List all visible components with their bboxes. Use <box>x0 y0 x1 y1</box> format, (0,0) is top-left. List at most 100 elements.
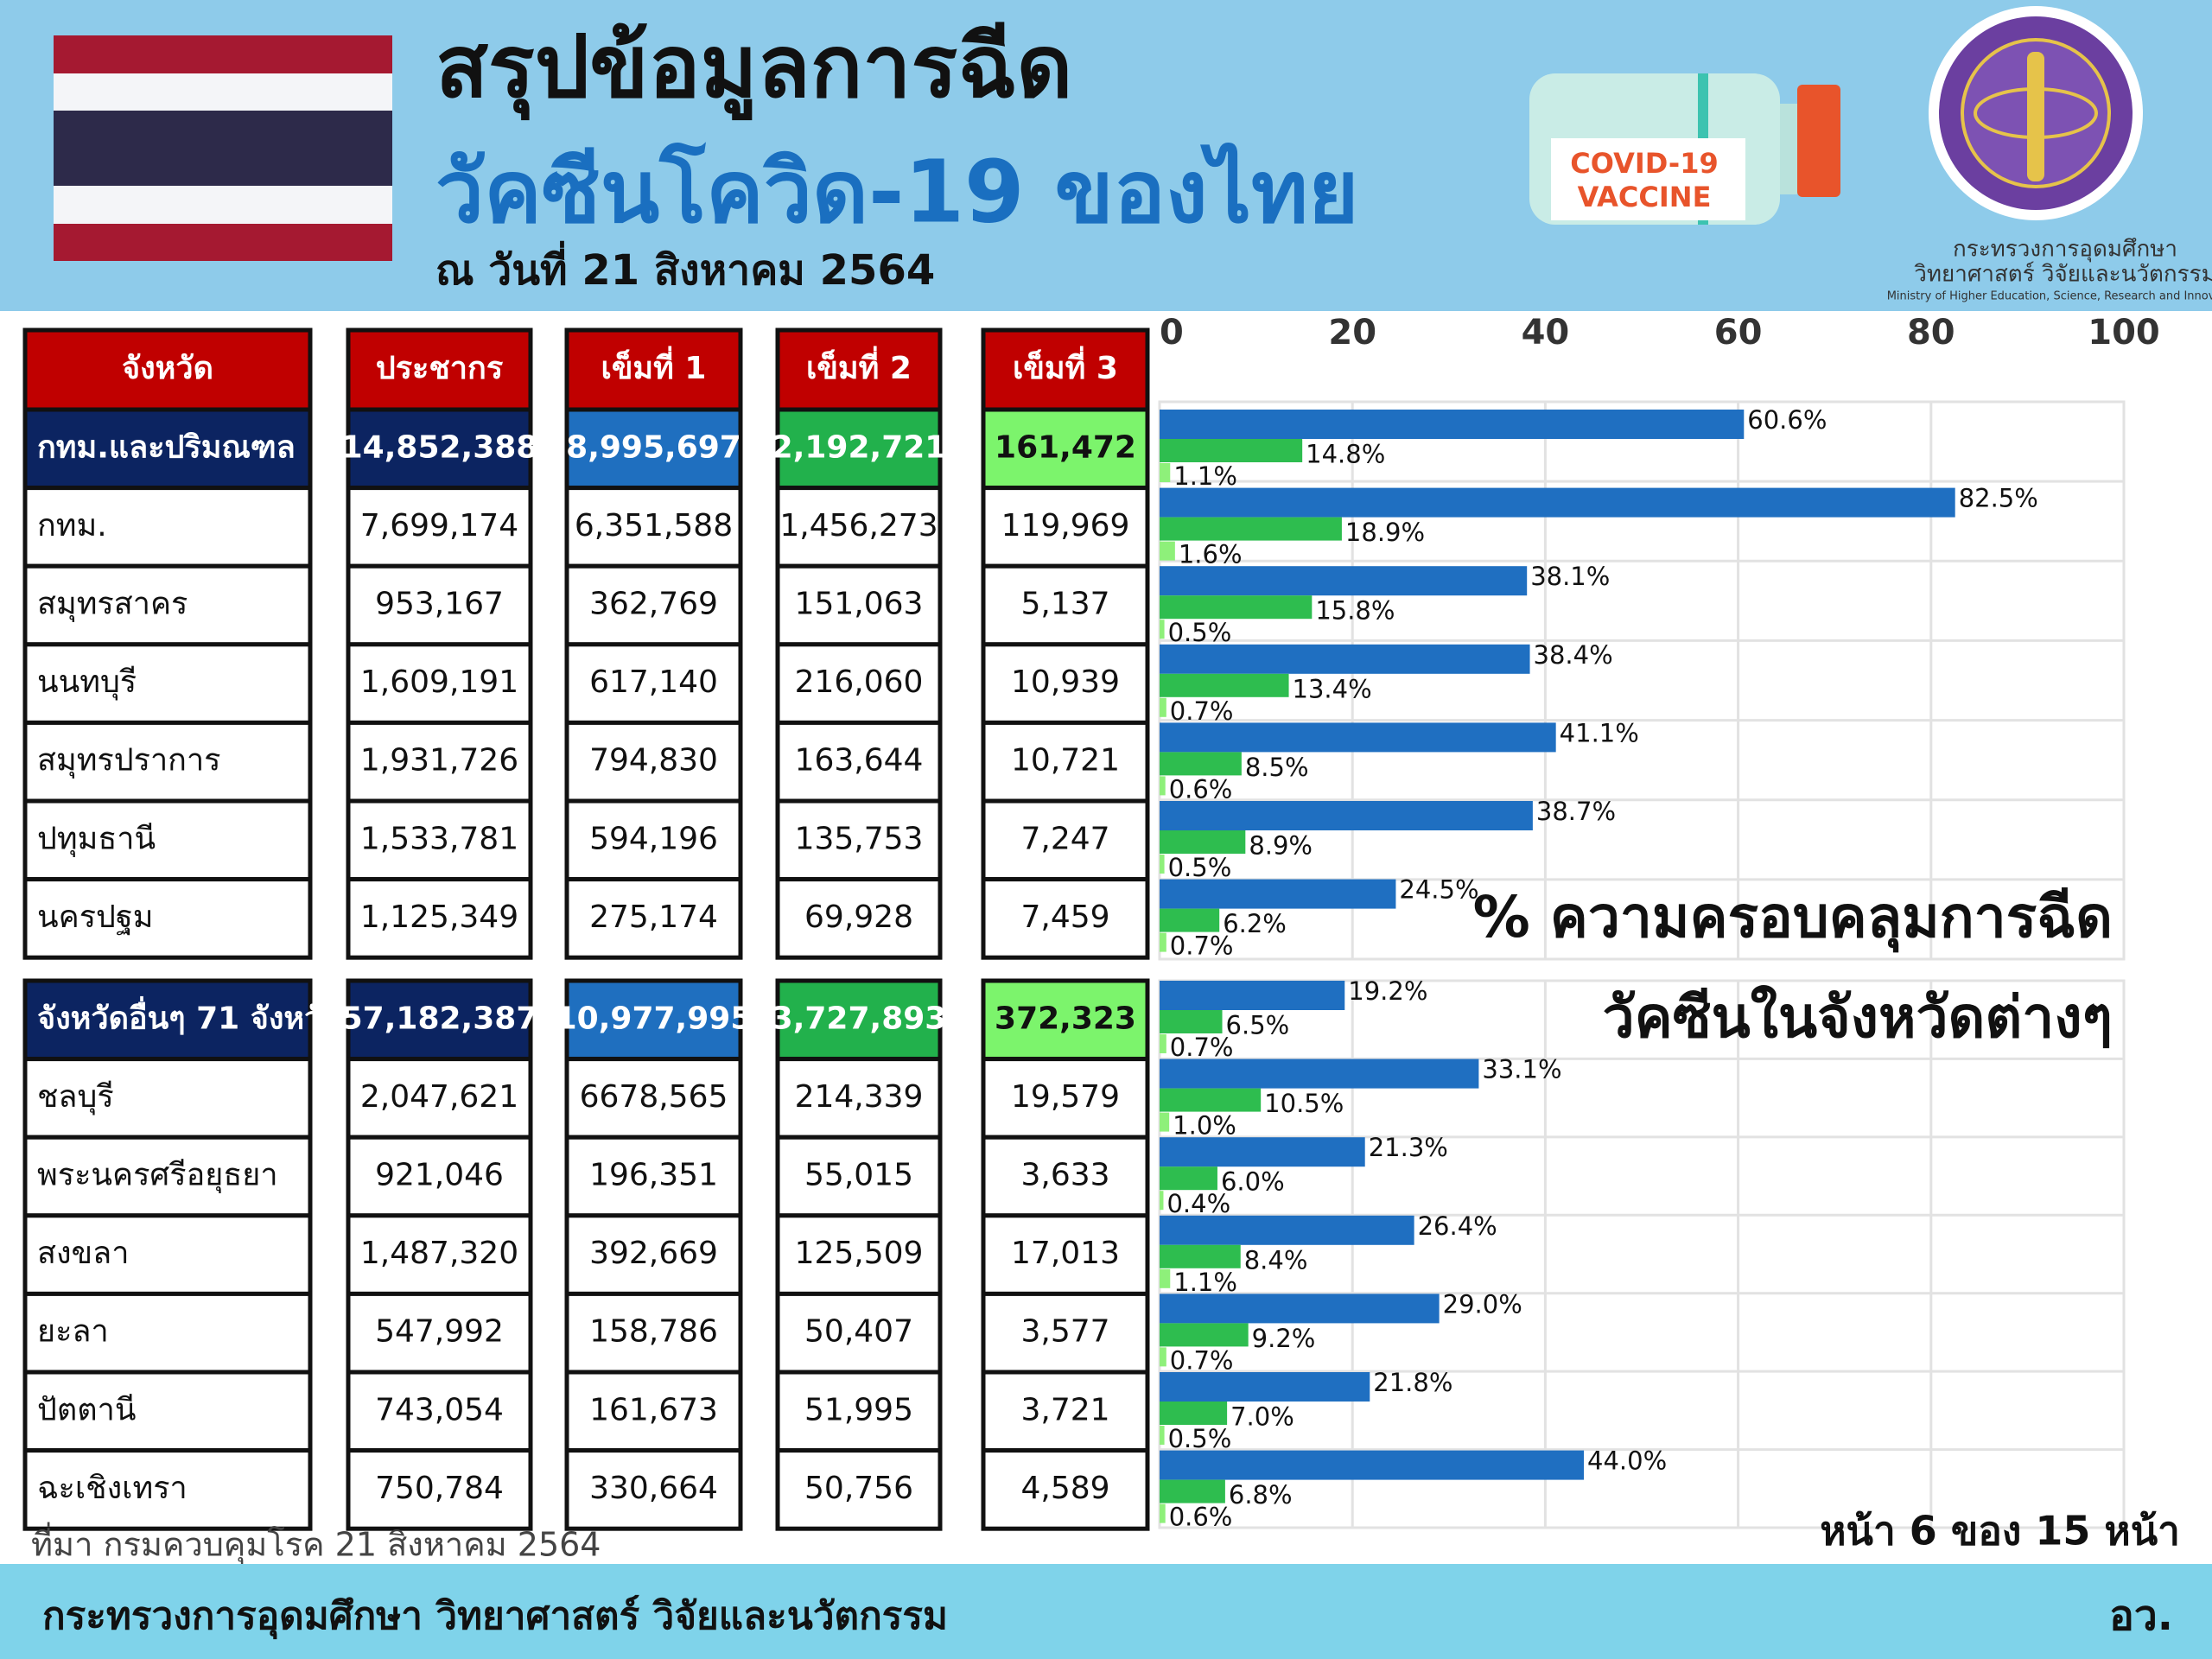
coverage-chart: 0 20 40 60 80 100 60.6% 82.5% 38.1% 38.4% 41.1% 38.… <box>1158 313 2160 1532</box>
bar <box>1160 439 1303 462</box>
cell-value: 6,351,588 <box>575 508 733 543</box>
cell-value: 4,589 <box>1020 1471 1109 1506</box>
cell-value: 3,721 <box>1020 1392 1109 1427</box>
x-tick-label: 60 <box>1714 313 1763 353</box>
bar <box>1160 1450 1585 1480</box>
footer-short: อว. <box>2109 1592 2173 1640</box>
bar <box>1160 801 1533 830</box>
cell-value: 1,487,320 <box>360 1236 518 1271</box>
province-name: สมุทรปราการ <box>37 743 221 779</box>
group-cell <box>981 407 1150 491</box>
bar <box>1160 517 1342 541</box>
cell <box>981 563 1150 647</box>
cell-value: 1,456,273 <box>779 508 938 543</box>
cell-value: 151,063 <box>795 587 924 622</box>
value-label: 38.7% <box>1536 797 1616 826</box>
value-label: 0.5% <box>1168 1424 1232 1453</box>
bar <box>1160 595 1313 620</box>
group-cell <box>22 978 313 1062</box>
value-label: 18.9% <box>1345 518 1425 547</box>
cell <box>346 1448 533 1531</box>
badge-text: COVID-19 <box>1570 147 1718 180</box>
cell <box>22 1213 313 1296</box>
cell-value: 275,174 <box>589 899 718 935</box>
bar <box>1160 722 1556 753</box>
province-name: จังหวัดอื่นๆ 71 จังหวัด <box>37 995 342 1036</box>
province-name: กทม.และปริมณฑล <box>37 429 296 465</box>
province-name: ปัตตานี <box>37 1392 136 1427</box>
cell-value: 196,351 <box>589 1158 718 1193</box>
cell <box>346 1213 533 1296</box>
province-name: สงขลา <box>37 1236 129 1271</box>
cell <box>22 1448 313 1531</box>
value-label: 7.0% <box>1230 1402 1294 1432</box>
source: ที่มา กรมควบคุมโรค 21 สิงหาคม 2564 <box>31 1522 601 1565</box>
cell-value: 3,577 <box>1020 1314 1109 1350</box>
bar <box>1160 673 1289 697</box>
title: สรุปข้อมูลการฉีด <box>435 16 1072 120</box>
logo-text: กระทรวงการอุดมศึกษา <box>1953 237 2177 263</box>
bar <box>1160 1191 1164 1211</box>
cell-value: 1,125,349 <box>360 899 518 935</box>
value-label: 1.1% <box>1173 1268 1237 1297</box>
value-label: 1.1% <box>1173 461 1237 491</box>
bar <box>1160 855 1165 874</box>
value-label: 0.4% <box>1166 1189 1230 1218</box>
cell <box>775 877 943 960</box>
group-cell <box>564 978 743 1062</box>
cell <box>346 798 533 882</box>
cell <box>775 1448 943 1531</box>
cell <box>564 877 743 960</box>
page-number: หน้า 6 ของ 15 หน้า <box>1820 1508 2180 1554</box>
cell <box>981 486 1150 569</box>
cell <box>346 486 533 569</box>
x-tick-label: 100 <box>2088 313 2160 353</box>
bar <box>1160 487 1955 518</box>
cell <box>564 1370 743 1453</box>
date: ณ วันที่ 21 สิงหาคม 2564 <box>435 240 935 295</box>
cell-value: 163,644 <box>795 743 924 779</box>
cell-value: 135,753 <box>795 821 924 856</box>
value-label: 82.5% <box>1959 484 2038 513</box>
province-name: พระนครศรีอยุธยา <box>37 1158 278 1194</box>
cell-value: 50,407 <box>804 1314 913 1350</box>
value-label: 0.7% <box>1170 1345 1234 1375</box>
value-label: 8.9% <box>1249 831 1313 861</box>
cell <box>346 1291 533 1375</box>
value-label: 1.6% <box>1179 540 1243 569</box>
cell <box>22 1057 313 1140</box>
value-label: 10.5% <box>1264 1089 1344 1118</box>
x-tick-label: 20 <box>1328 313 1376 353</box>
logo-text: วิทยาศาสตร์ วิจัยและนวัตกรรม <box>1914 262 2212 288</box>
cell <box>346 563 533 647</box>
value-label: 0.5% <box>1168 853 1232 882</box>
cell-value: 69,928 <box>804 899 913 935</box>
cell-value: 216,060 <box>795 664 924 700</box>
bar <box>1160 1137 1365 1167</box>
cell-value: 743,054 <box>375 1392 504 1427</box>
group-cell <box>346 978 533 1062</box>
cell-value: 161,673 <box>589 1392 718 1427</box>
cell-value: 57,182,387 <box>341 1001 538 1036</box>
province-name: ชลบุรี <box>37 1079 114 1116</box>
cell-value: 7,247 <box>1020 821 1109 856</box>
cell <box>775 1135 943 1218</box>
header-cell <box>981 327 1150 412</box>
cell-value: 119,969 <box>1001 508 1130 543</box>
bar <box>1160 1372 1370 1402</box>
column-header: เข็มที่ 2 <box>806 346 912 386</box>
table: จังหวัด ประชากร เข็มที่ 1 เข็มที่ 2 เข็มที่ … <box>22 327 1150 1531</box>
value-label: 60.6% <box>1747 405 1827 435</box>
cell-value: 372,323 <box>995 1001 1136 1036</box>
value-label: 6.5% <box>1226 1011 1290 1040</box>
cell-value: 921,046 <box>375 1158 504 1193</box>
x-tick-label: 0 <box>1160 313 1184 353</box>
cell-value: 7,459 <box>1020 899 1109 935</box>
bar <box>1160 879 1396 909</box>
cell <box>564 486 743 569</box>
cell-value: 10,977,995 <box>556 1001 753 1036</box>
value-label: 15.8% <box>1315 596 1395 626</box>
cell-value: 214,339 <box>795 1079 924 1115</box>
bar <box>1160 620 1165 639</box>
bar <box>1160 644 1530 674</box>
